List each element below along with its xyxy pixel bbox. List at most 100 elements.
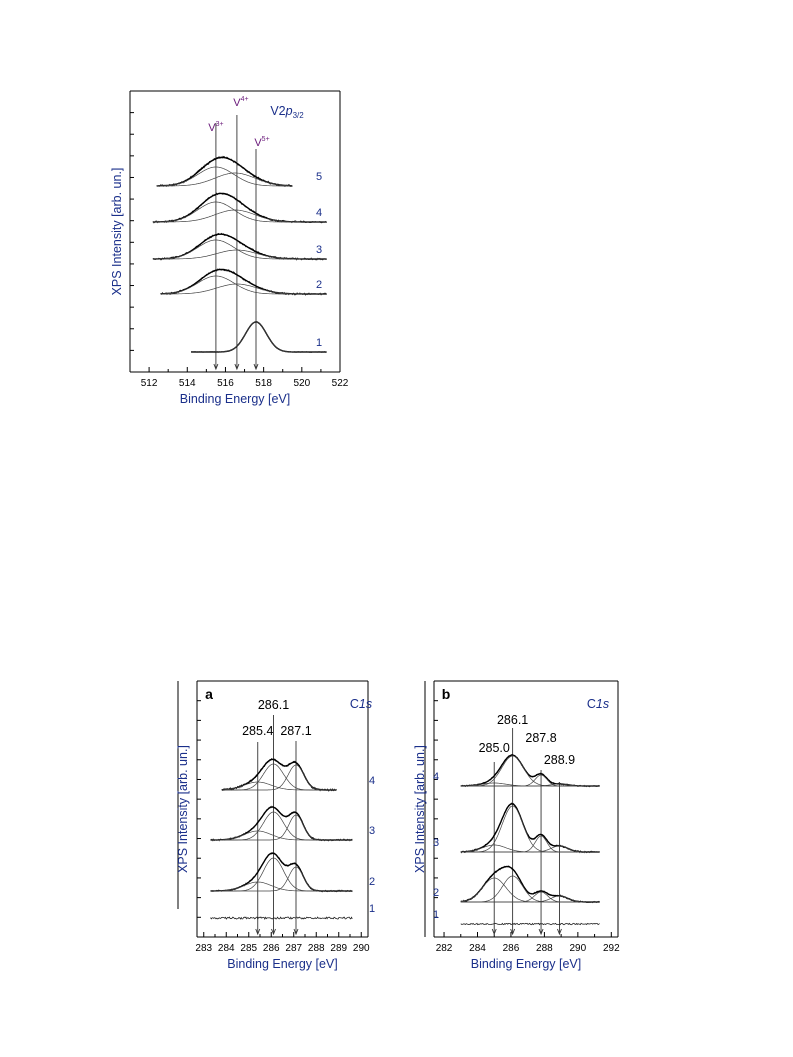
spectrum-number-label: 2 — [433, 887, 439, 899]
peak-marker-arrow — [293, 928, 299, 936]
x-tick-label: 288 — [536, 943, 553, 954]
peak-marker-label: V3+ — [208, 121, 223, 134]
raw-spectrum-line — [210, 852, 353, 893]
fit-envelope-line — [191, 321, 327, 353]
spectrum-4: 4 — [433, 753, 600, 788]
peak-marker-label: 285.0 — [479, 741, 510, 755]
core-level-label: C1s — [587, 697, 609, 711]
spectrum-number-label: 2 — [369, 876, 375, 888]
fit-envelope-line — [152, 233, 327, 260]
peak-marker-arrow — [253, 363, 259, 371]
fit-envelope-line — [460, 803, 600, 853]
peak-marker-label-main: V — [254, 137, 262, 149]
spectrum-1: 1 — [191, 321, 327, 353]
peak-marker-label-main: 286.1 — [258, 698, 289, 712]
spectrum-number-label: 1 — [433, 909, 439, 921]
x-axis-title: Binding Energy [eV] — [180, 392, 291, 406]
spectrum-4: 4 — [221, 758, 375, 792]
y-axis-title: XPS Intensity [arb. un.] — [110, 168, 124, 296]
x-axis-title: Binding Energy [eV] — [471, 957, 582, 971]
peak-marker-label-main: 287.8 — [525, 731, 556, 745]
fit-component-line — [221, 764, 337, 791]
raw-spectrum-line — [460, 753, 600, 788]
fit-component-line — [210, 814, 353, 841]
peak-marker-arrow — [491, 928, 497, 936]
peak-marker-label-main: V — [233, 97, 241, 109]
spectrum-number-label: 4 — [369, 775, 375, 787]
x-tick-label: 512 — [141, 378, 158, 389]
fit-component-line — [460, 805, 600, 853]
peak-marker-label-main: 285.0 — [479, 741, 510, 755]
spectrum-number-label: 1 — [316, 337, 322, 349]
spectrum-2: 2 — [160, 268, 327, 296]
spectrum-5: 5 — [156, 155, 322, 188]
peak-marker-arrow — [557, 928, 562, 936]
peak-marker-arrow — [538, 928, 544, 936]
peak-marker-arrow — [213, 363, 219, 371]
core-level-subscript: 3/2 — [293, 111, 305, 120]
core-level-element: V2 — [270, 104, 285, 118]
x-tick-label: 288 — [308, 943, 325, 954]
core-level-element: C — [350, 697, 359, 711]
spectrum-number-label: 2 — [316, 279, 322, 291]
chart-panel-b: 282 284 286 288 290 292 Binding Energy [eV] XPS… — [413, 680, 620, 971]
peak-marker-label: 288.9 — [544, 753, 575, 767]
peak-marker-label-main: V — [208, 122, 216, 134]
spectrum-number-label: 5 — [316, 171, 322, 183]
panel-letter: a — [205, 686, 213, 702]
spectrum-3: 3 — [210, 805, 375, 842]
fit-component-line — [221, 763, 337, 791]
peak-marker-arrow — [234, 363, 240, 371]
x-tick-label: 292 — [603, 943, 620, 954]
peak-marker-label-main: 286.1 — [497, 713, 528, 727]
fit-envelope-line — [210, 852, 353, 892]
fit-component-line — [191, 321, 327, 353]
core-level-orbital: 1s — [596, 697, 609, 711]
peak-marker-label: V5+ — [254, 136, 269, 149]
raw-spectrum-line — [210, 805, 353, 842]
peak-marker-label: 286.1 — [497, 713, 528, 727]
raw-spectrum-line — [460, 802, 600, 854]
spectrum-1: 1 — [433, 909, 600, 926]
plot-frame — [424, 680, 619, 938]
core-level-orbital: 1s — [359, 697, 372, 711]
fit-component-line — [460, 877, 600, 903]
spectrum-1: 1 — [210, 903, 375, 920]
peak-marker-arrow — [271, 928, 276, 936]
fit-component-line — [460, 895, 600, 903]
peak-marker-label: 287.8 — [525, 731, 556, 745]
peak-marker-label: V4+ — [233, 96, 248, 109]
fit-component-line — [156, 166, 293, 187]
core-level-label: V2p3/2 — [270, 104, 304, 120]
peak-marker-arrow — [510, 928, 516, 936]
x-tick-label: 282 — [436, 943, 453, 954]
fit-envelope-line — [460, 754, 600, 787]
x-tick-label: 522 — [332, 378, 349, 389]
spectrum-2: 2 — [210, 852, 375, 893]
spectrum-3: 3 — [152, 232, 327, 261]
fit-component-line — [460, 783, 600, 787]
spectrum-2: 2 — [433, 865, 600, 904]
peak-marker-label-main: 287.1 — [280, 724, 311, 738]
spectrum-number-label: 1 — [369, 903, 375, 915]
raw-spectrum-line — [152, 192, 327, 224]
peak-marker-label-sup: 4+ — [241, 96, 249, 103]
fit-component-line — [221, 781, 337, 791]
x-tick-label: 284 — [469, 943, 486, 954]
spectrum-number-label: 4 — [316, 207, 322, 219]
x-tick-label: 290 — [570, 943, 587, 954]
x-tick-label: 514 — [179, 378, 196, 389]
x-tick-label: 290 — [353, 943, 370, 954]
x-tick-label: 289 — [330, 943, 347, 954]
fit-envelope-line — [152, 192, 327, 223]
fit-component-line — [210, 830, 353, 841]
fit-component-line — [210, 857, 353, 892]
fit-envelope-line — [160, 268, 327, 295]
x-tick-label: 516 — [217, 378, 234, 389]
x-tick-label: 520 — [293, 378, 310, 389]
fit-component-line — [156, 172, 293, 187]
raw-spectrum-line — [156, 155, 293, 188]
spectrum-number-label: 3 — [433, 837, 439, 849]
fit-component-line — [152, 209, 327, 223]
